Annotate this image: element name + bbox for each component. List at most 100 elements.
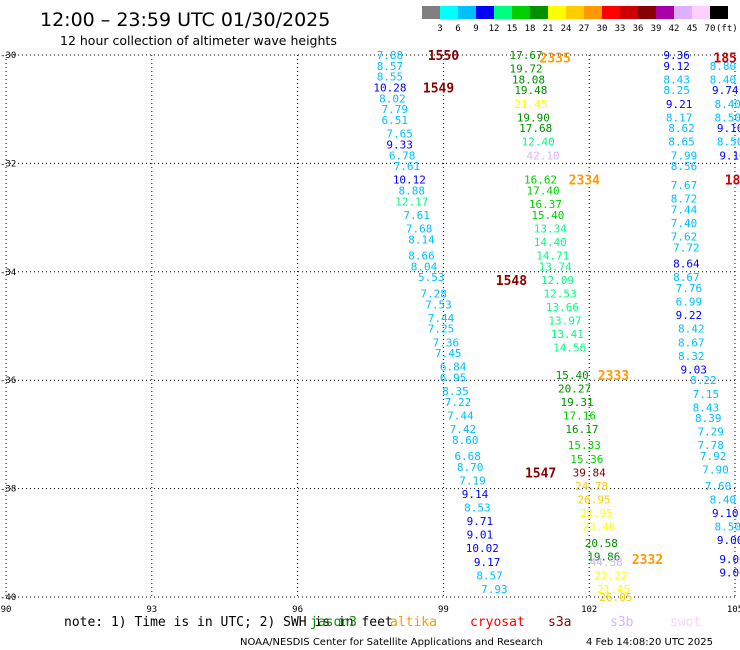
x-tick-label: 93 (146, 605, 157, 615)
wave-height-label: 15.36 (570, 453, 603, 466)
wave-height-label: 8.62 (668, 122, 695, 135)
wave-height-label: 9.36 (663, 49, 690, 62)
x-tick-label: 90 (1, 605, 12, 615)
wave-height-label: 7.44 (428, 312, 455, 325)
wave-height-label: 20.27 (558, 382, 591, 395)
orbit-number-label: 2332 (632, 553, 663, 568)
wave-height-label: 6.99 (676, 296, 703, 309)
wave-height-label: 13.41 (551, 328, 584, 341)
footer-credit: NOAA/NESDIS Center for Satellite Applica… (240, 637, 543, 648)
footer: note: 1) Time is in UTC; 2) SWH is in fe… (64, 615, 713, 648)
wave-height-label: 7.67 (671, 179, 698, 192)
wave-height-label: 7.68 (406, 222, 433, 235)
wave-height-label: 7.61 (394, 160, 421, 173)
wave-height-label: 7.61 (403, 209, 430, 222)
wave-height-label: 8.43 (693, 401, 720, 414)
wave-height-label: 9.10 (717, 122, 740, 135)
wave-height-label: 7.76 (676, 282, 703, 295)
orbit-number-label: 185 (714, 52, 737, 67)
mission-legend-item: altika (390, 615, 437, 630)
wave-height-label: 21.45 (597, 583, 630, 596)
wave-height-label: 9.17 (474, 556, 501, 569)
wave-height-label: 9.33 (386, 138, 413, 151)
wave-height-label: 7.53 (425, 298, 452, 311)
wave-height-label: 7.72 (673, 241, 700, 254)
wave-height-label: 39.84 (573, 466, 606, 479)
wave-height-label: 8.65 (668, 136, 695, 149)
y-tick-label: -38 (0, 485, 16, 495)
y-tick-label: -32 (0, 159, 16, 169)
y-tick-label: -36 (0, 376, 16, 386)
wave-height-label: 12.09 (541, 274, 574, 287)
wave-height-label: 9.10 (712, 507, 739, 520)
chart-subtitle: 12 hour collection of altimeter wave hei… (60, 33, 337, 48)
colorbar-label: 15 (507, 24, 518, 34)
wave-height-label: 7.65 (386, 128, 413, 141)
wave-height-label: 8.43 (663, 73, 690, 86)
orbit-number-label: 1550 (428, 49, 459, 64)
wave-height-label: 8.42 (678, 323, 705, 336)
wave-height-label: 17.68 (519, 122, 552, 135)
colorbar-label: 36 (633, 24, 644, 34)
y-tick-label: -40 (0, 593, 16, 603)
colorbar-label: 33 (615, 24, 626, 34)
wave-height-label: 12.53 (543, 287, 576, 300)
wave-height-label: 8.17 (666, 111, 693, 124)
colorbar-swatch (584, 6, 602, 19)
wave-height-label: 8.25 (663, 84, 690, 97)
wave-height-label: 8.80 (710, 60, 737, 73)
wave-height-label: 7.62 (671, 231, 698, 244)
wave-height-label: 19.48 (514, 84, 547, 97)
colorbar-swatch (710, 6, 728, 19)
wave-height-label: 18.08 (512, 73, 545, 86)
wave-height-label: 8.50 (717, 136, 740, 149)
wave-height-label: 19.72 (509, 63, 542, 76)
orbit-labels: 1550 1549 1548 1547 2335 2334 2333 2332 185 18 (423, 49, 740, 568)
mission-legend-item: s3b (610, 615, 634, 630)
colorbar-label: 18 (525, 24, 536, 34)
colorbar-swatch (602, 6, 620, 19)
orbit-number-label: 1548 (496, 274, 527, 289)
wave-height-label: 7.40 (671, 217, 698, 230)
wave-height-label: 16.17 (565, 423, 598, 436)
wave-height-label: 8.50 (714, 111, 740, 124)
wave-height-label: 13.97 (548, 315, 581, 328)
wave-height-label: 9.74 (712, 84, 739, 97)
wave-height-label: 7.44 (447, 409, 474, 422)
wave-height-label: 7.29 (697, 426, 724, 439)
colorbar-swatch (638, 6, 656, 19)
wave-height-label: 12.40 (522, 136, 555, 149)
orbit-number-label: 1547 (525, 466, 556, 481)
data-points: 7.888.578.5510.288.027.796.517.659.336.7… (373, 49, 740, 604)
wave-height-label: 16.37 (529, 198, 562, 211)
wave-height-label: 8.57 (476, 569, 503, 582)
wave-height-label: 6.51 (382, 114, 409, 127)
wave-height-label: 7.42 (450, 423, 477, 436)
x-tick-labels: 90 93 96 99 102 105 (1, 605, 740, 615)
colorbar-swatch (692, 6, 710, 19)
wave-height-label: 7.99 (671, 149, 698, 162)
wave-height-label: 7.15 (693, 388, 720, 401)
orbit-number-label: 1549 (423, 82, 454, 97)
wave-height-label: 22.22 (595, 569, 628, 582)
colorbar-label: 70 (705, 24, 716, 34)
colorbar-unit: (ft) (716, 24, 738, 34)
colorbar: 3 6 9 12 15 18 21 24 27 30 33 36 39 42 45 70 (ft) (422, 6, 738, 34)
mission-legend: jason3 altika cryosat s3a s3b swot (310, 615, 701, 630)
wave-height-label: 8.02 (379, 92, 406, 105)
mission-legend-item: jason3 (310, 615, 357, 630)
colorbar-swatch (566, 6, 584, 19)
colorbar-swatch (476, 6, 494, 19)
wave-height-label: 8.50 (714, 521, 740, 534)
wave-height-label: 17.40 (526, 185, 559, 198)
wave-height-label: 6.68 (454, 450, 481, 463)
wave-height-label: 9.10 (719, 149, 740, 162)
orbit-number-label: 2335 (540, 52, 571, 67)
wave-height-label: 6.78 (389, 149, 416, 162)
x-tick-label: 99 (438, 605, 449, 615)
colorbar-label: 27 (579, 24, 590, 34)
colorbar-label: 12 (489, 24, 500, 34)
wave-height-label: 7.78 (697, 439, 724, 452)
colorbar-swatch (422, 6, 440, 19)
